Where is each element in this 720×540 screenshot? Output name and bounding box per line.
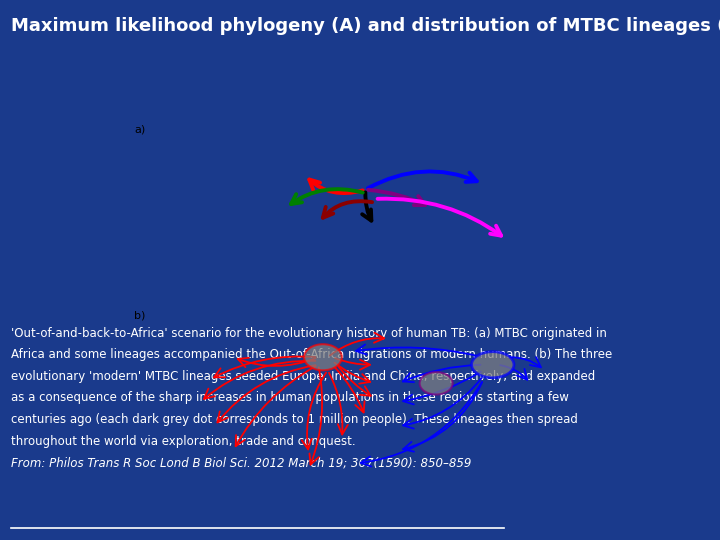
Text: centuries ago (each dark grey dot corresponds to 1 million people). These lineag: centuries ago (each dark grey dot corres… — [11, 413, 577, 426]
Ellipse shape — [420, 372, 453, 395]
Text: a): a) — [135, 124, 145, 134]
Ellipse shape — [304, 344, 342, 370]
Text: throughout the world via exploration, trade and conquest.: throughout the world via exploration, tr… — [11, 435, 356, 448]
Text: as a consequence of the sharp increases in human populations in these regions st: as a consequence of the sharp increases … — [11, 392, 569, 404]
Text: b): b) — [135, 310, 145, 321]
Text: Africa and some lineages accompanied the Out-of-Africa migrations of modern huma: Africa and some lineages accompanied the… — [11, 348, 612, 361]
Text: Maximum likelihood phylogeny (A) and distribution of MTBC lineages (B-D): Maximum likelihood phylogeny (A) and dis… — [11, 17, 720, 35]
Ellipse shape — [472, 352, 514, 378]
Text: 'Out-of-and-back-to-Africa' scenario for the evolutionary history of human TB: (: 'Out-of-and-back-to-Africa' scenario for… — [11, 327, 607, 340]
Text: From: Philos Trans R Soc Lond B Biol Sci. 2012 March 19; 367(1590): 850–859: From: Philos Trans R Soc Lond B Biol Sci… — [11, 456, 471, 469]
Text: evolutionary 'modern' MTBC lineages seeded Europe, India and China, respectively: evolutionary 'modern' MTBC lineages seed… — [11, 370, 595, 383]
